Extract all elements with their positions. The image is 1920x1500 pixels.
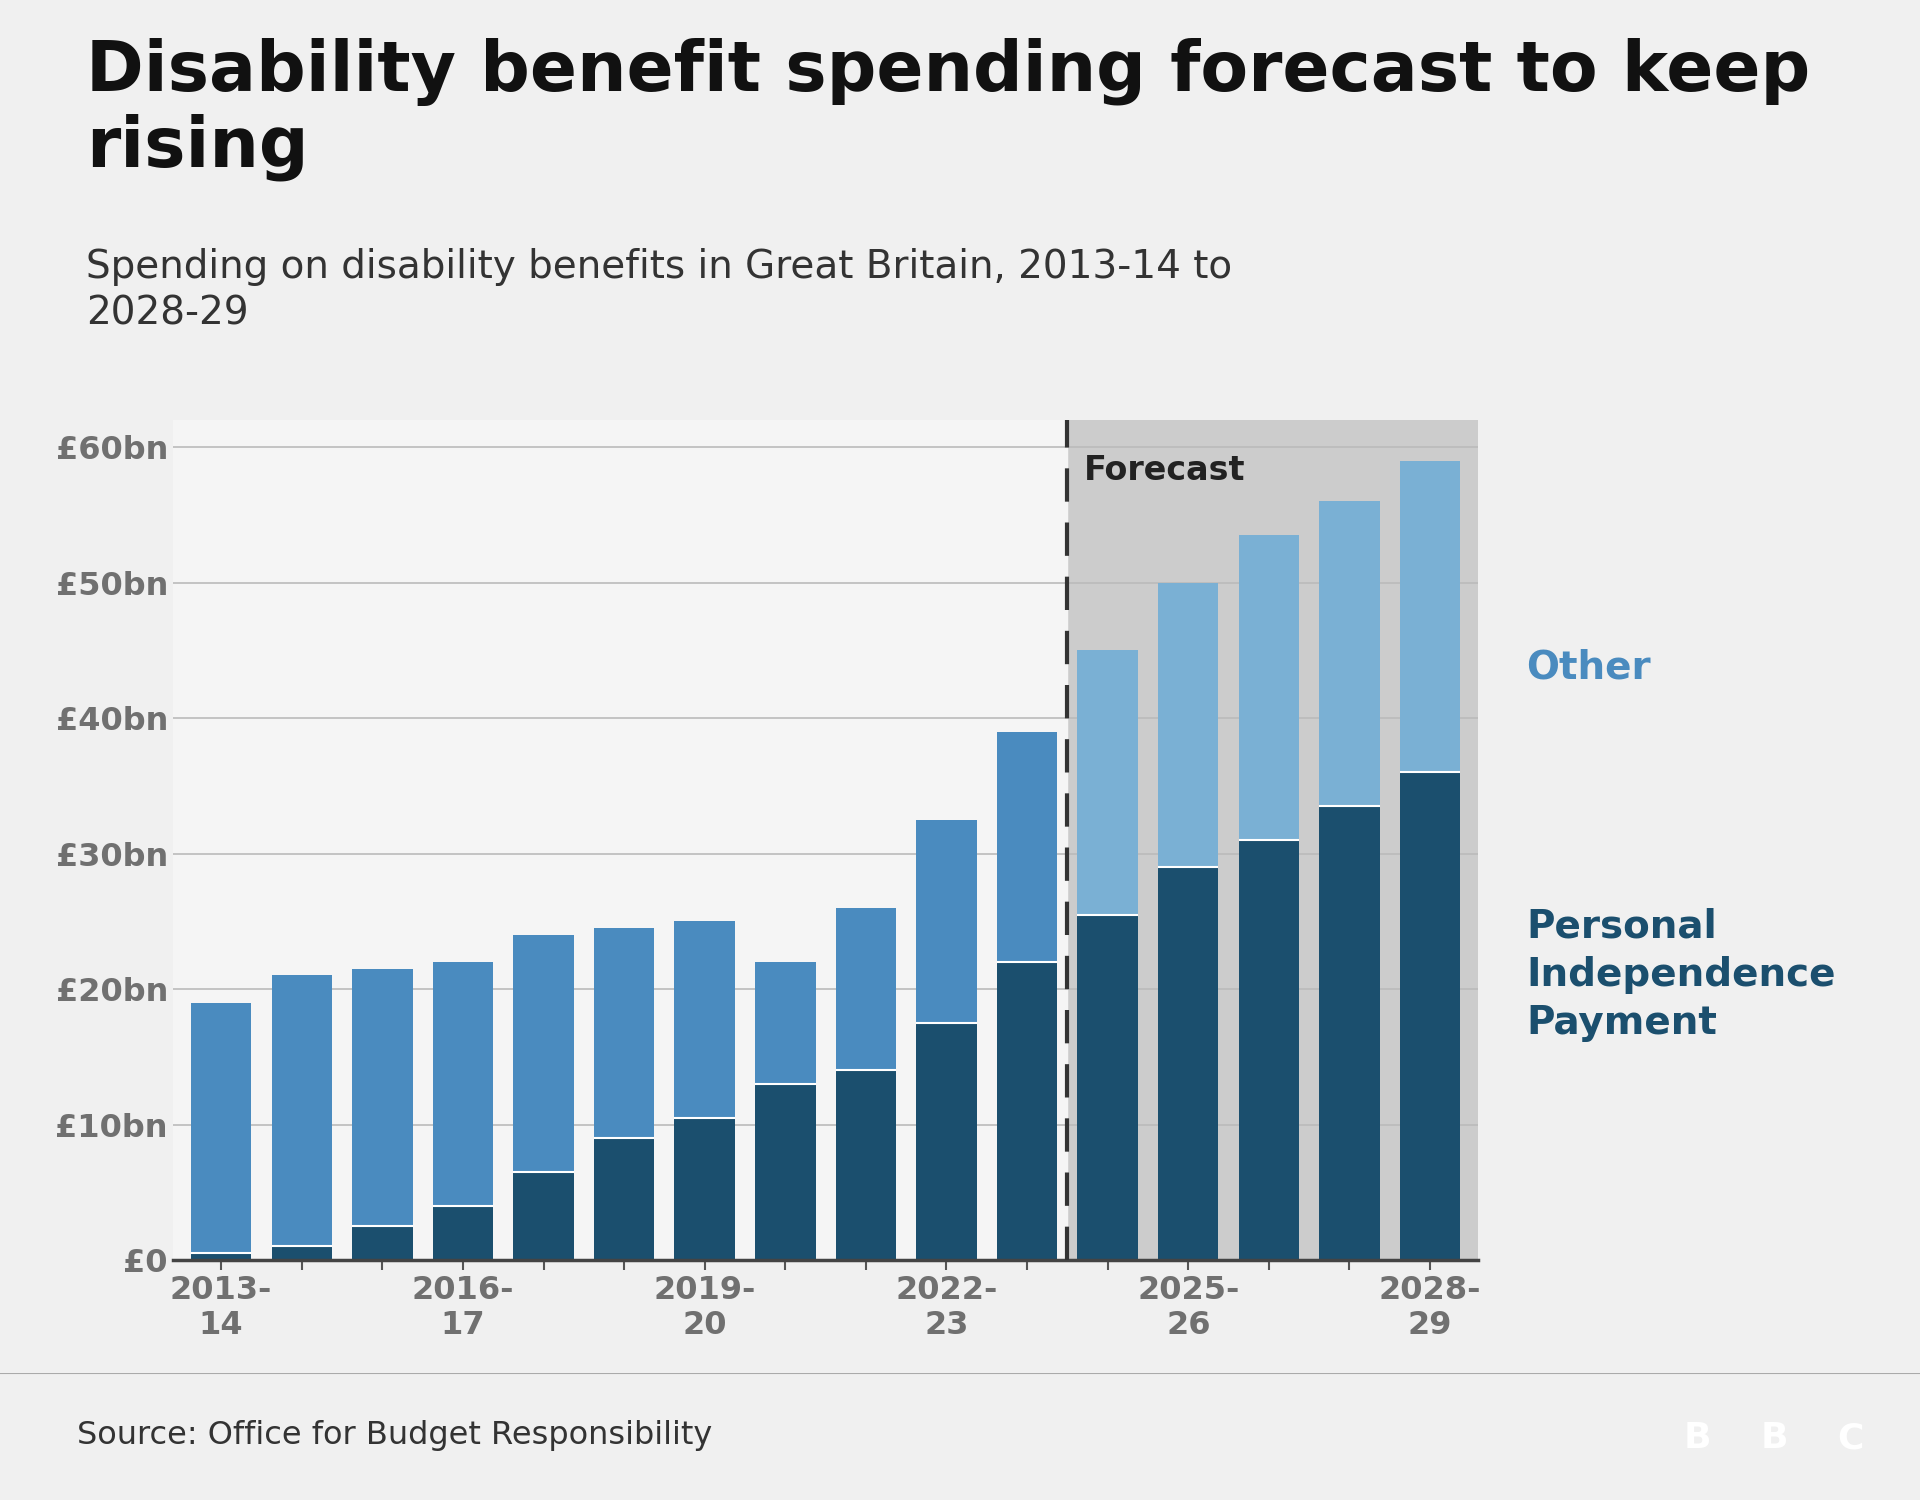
Bar [674, 1118, 735, 1260]
Text: B: B [1761, 1422, 1788, 1455]
Bar [1400, 460, 1461, 772]
Bar [271, 975, 332, 1246]
Text: Other: Other [1526, 648, 1651, 687]
Bar [190, 1252, 252, 1260]
Bar [835, 1071, 897, 1260]
Bar [916, 1023, 977, 1260]
Bar [996, 732, 1058, 962]
Text: Forecast: Forecast [1083, 454, 1244, 488]
Bar [1158, 867, 1219, 1260]
Text: Personal
Independence
Payment: Personal Independence Payment [1526, 908, 1836, 1042]
Bar [513, 1172, 574, 1260]
Text: Source: Office for Budget Responsibility: Source: Office for Budget Responsibility [77, 1420, 712, 1450]
Bar [996, 962, 1058, 1260]
Bar [432, 962, 493, 1206]
Bar [173, 420, 1068, 1260]
Bar [674, 921, 735, 1118]
Bar [593, 928, 655, 1138]
Bar [432, 1206, 493, 1260]
Bar [1077, 651, 1139, 915]
Bar [1238, 536, 1300, 840]
Bar [1158, 582, 1219, 867]
Bar [1400, 772, 1461, 1260]
Bar [835, 908, 897, 1071]
Bar [1068, 420, 1478, 1260]
Bar [271, 1246, 332, 1260]
Text: Disability benefit spending forecast to keep
rising: Disability benefit spending forecast to … [86, 38, 1811, 182]
Text: C: C [1837, 1422, 1864, 1455]
Bar [1319, 806, 1380, 1260]
Bar [351, 1226, 413, 1260]
Bar [916, 819, 977, 1023]
Bar [513, 934, 574, 1172]
Bar [1077, 915, 1139, 1260]
Bar [351, 969, 413, 1226]
Bar [1238, 840, 1300, 1260]
Bar [190, 1002, 252, 1252]
Bar [755, 1084, 816, 1260]
Bar [593, 1138, 655, 1260]
Bar [755, 962, 816, 1084]
Text: Spending on disability benefits in Great Britain, 2013-14 to
2028-29: Spending on disability benefits in Great… [86, 248, 1233, 333]
Bar [1319, 501, 1380, 806]
Text: B: B [1684, 1422, 1711, 1455]
